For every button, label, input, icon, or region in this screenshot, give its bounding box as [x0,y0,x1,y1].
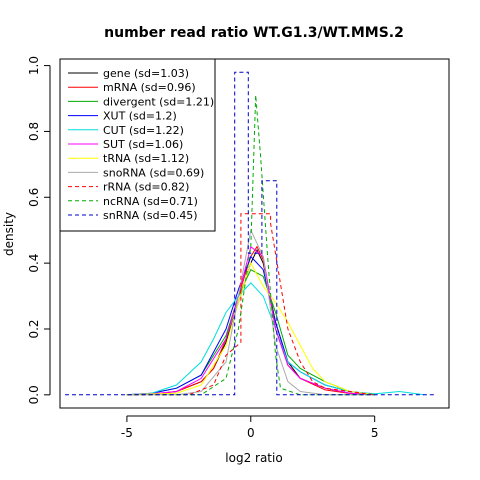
series-line-4 [126,282,425,396]
x-tick-label: -5 [121,426,133,440]
series-line-6 [126,261,375,396]
chart-title: number read ratio WT.G1.3/WT.MMS.2 [104,25,404,41]
legend-label-2: divergent (sd=1.21) [103,95,214,108]
legend-label-8: rRNA (sd=0.82) [103,181,189,194]
legend-label-5: SUT (sd=1.06) [103,138,183,151]
series-line-2 [126,269,375,396]
legend-label-4: CUT (sd=1.22) [103,124,184,137]
y-tick-label: 0.8 [27,122,41,141]
legend-label-10: snRNA (sd=0.45) [103,209,198,222]
x-tick-label: 5 [371,426,379,440]
plot-frame [59,58,450,409]
y-axis-label: density [2,212,16,256]
legend-label-6: tRNA (sd=1.12) [103,152,189,165]
series-line-5 [126,245,375,396]
plot-area [59,58,450,409]
series-line-8 [126,213,375,396]
y-axis: 0.0 0.2 0.4 0.6 0.8 1.0 [27,56,51,404]
x-tick-label: 0 [247,426,255,440]
series-line-3 [126,255,375,396]
x-axis: -5 0 5 [121,415,379,440]
y-tick-label: 0.2 [27,319,41,338]
series-line-10 [65,71,437,396]
series-layer [65,71,437,396]
legend-label-1: mRNA (sd=0.96) [103,81,196,94]
y-tick-label: 0.4 [27,254,41,273]
legend-label-7: snoRNA (sd=0.69) [103,166,204,179]
y-tick-label: 1.0 [27,56,41,75]
y-tick-label: 0.0 [27,385,41,404]
series-line-0 [126,248,375,396]
legend-label-0: gene (sd=1.03) [103,67,189,80]
series-line-1 [126,245,375,396]
legend: gene (sd=1.03)mRNA (sd=0.96)divergent (s… [59,58,216,232]
y-tick-label: 0.6 [27,188,41,207]
legend-label-9: ncRNA (sd=0.71) [103,195,198,208]
series-line-7 [126,228,375,396]
x-axis-label: log2 ratio [225,451,282,465]
legend-label-3: XUT (sd=1.2) [103,110,177,123]
